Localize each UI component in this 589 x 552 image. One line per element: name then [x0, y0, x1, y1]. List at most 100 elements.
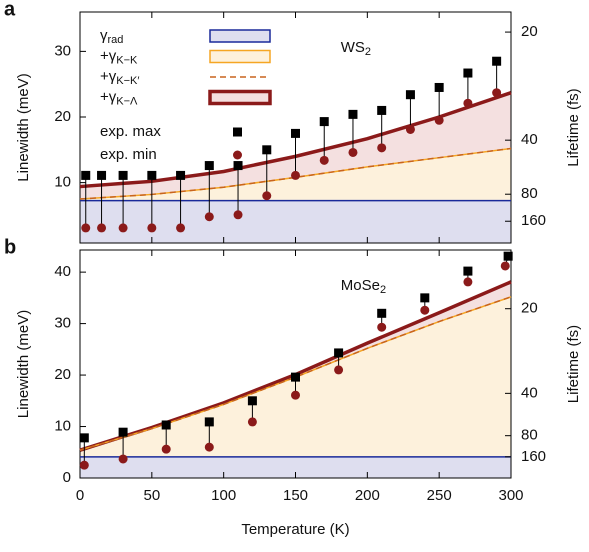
- panel-letter: b: [4, 236, 16, 258]
- marker-square: [118, 427, 128, 437]
- marker-circle: [81, 223, 91, 233]
- legend-swatch: [209, 29, 271, 43]
- marker-square: [79, 433, 89, 443]
- marker-square: [319, 117, 329, 127]
- y2-axis-label: Lifetime (fs): [565, 88, 582, 166]
- marker-circle: [147, 223, 157, 233]
- marker-circle: [204, 212, 214, 222]
- marker-circle: [377, 322, 387, 332]
- y2-tick-label: 160: [521, 448, 546, 465]
- marker-circle: [161, 444, 171, 454]
- marker-square: [463, 266, 473, 276]
- y-tick-label: 0: [63, 469, 71, 486]
- marker-circle: [377, 143, 387, 153]
- marker-square: [204, 417, 214, 427]
- marker-circle: [176, 223, 186, 233]
- x-tick-label: 300: [498, 487, 523, 504]
- x-tick-label: 250: [427, 487, 452, 504]
- x-tick-label: 150: [283, 487, 308, 504]
- marker-square: [147, 170, 157, 180]
- y-tick-label: 20: [54, 366, 71, 383]
- y2-axis-label: Lifetime (fs): [565, 325, 582, 403]
- marker-circle: [247, 417, 257, 427]
- line: [79, 296, 512, 451]
- legend-label: +γK−Λ: [100, 88, 138, 107]
- y-axis-label: Linewidth (meV): [15, 310, 32, 418]
- marker-square: [420, 293, 430, 303]
- marker-circle: [118, 454, 128, 464]
- y-tick-label: 10: [54, 174, 71, 191]
- marker-square: [492, 56, 502, 66]
- y2-tick-label: 80: [521, 427, 538, 444]
- area: [80, 456, 511, 478]
- legend-label: γrad: [100, 27, 123, 46]
- marker-square: [291, 128, 300, 138]
- marker-circle: [233, 210, 243, 220]
- y-tick-label: 10: [54, 418, 71, 435]
- marker-square: [434, 82, 444, 92]
- marker-square: [81, 170, 91, 180]
- y2-tick-label: 40: [521, 384, 538, 401]
- marker-square: [262, 145, 272, 155]
- legend-label: exp. min: [100, 146, 157, 163]
- marker-circle: [463, 98, 473, 108]
- marker-square: [161, 420, 171, 430]
- panel-letter: a: [4, 0, 16, 20]
- marker-square: [233, 161, 243, 171]
- legend-swatch: [233, 150, 242, 160]
- y-axis-label: Linewidth (meV): [15, 73, 32, 181]
- marker-circle: [291, 170, 300, 180]
- y-tick-label: 30: [54, 42, 71, 59]
- marker-circle: [291, 390, 300, 400]
- legend-label: exp. max: [100, 123, 161, 140]
- y2-tick-label: 20: [521, 300, 538, 317]
- y-tick-label: 40: [54, 263, 71, 280]
- marker-square: [463, 68, 473, 78]
- legend-swatch: [233, 127, 242, 137]
- area: [80, 200, 511, 243]
- marker-square: [377, 308, 387, 318]
- marker-circle: [348, 147, 358, 157]
- annotation: MoSe2: [341, 277, 386, 296]
- y2-tick-label: 20: [521, 23, 538, 40]
- legend-swatch: [209, 49, 271, 64]
- marker-square: [204, 161, 214, 171]
- marker-circle: [79, 460, 89, 470]
- y2-tick-label: 160: [521, 212, 546, 229]
- marker-circle: [434, 115, 444, 125]
- y2-tick-label: 40: [521, 131, 538, 148]
- x-tick-label: 50: [143, 487, 160, 504]
- marker-square: [247, 396, 257, 406]
- x-tick-label: 100: [211, 487, 236, 504]
- marker-square: [348, 109, 358, 119]
- marker-circle: [118, 223, 128, 233]
- y2-tick-label: 80: [521, 185, 538, 202]
- legend-label: +γK−K: [100, 47, 138, 66]
- marker-circle: [319, 155, 329, 165]
- marker-square: [377, 105, 387, 115]
- y-tick-label: 20: [54, 108, 71, 125]
- marker-circle: [463, 277, 473, 287]
- marker-circle: [405, 124, 415, 134]
- marker-circle: [500, 261, 510, 271]
- x-axis-label: Temperature (K): [241, 521, 349, 538]
- marker-square: [405, 90, 415, 100]
- y-tick-label: 30: [54, 315, 71, 332]
- marker-square: [503, 251, 513, 261]
- marker-circle: [420, 305, 430, 315]
- marker-square: [97, 170, 107, 180]
- annotation: WS2: [341, 39, 371, 58]
- legend-swatch: [208, 89, 272, 106]
- marker-circle: [334, 365, 344, 375]
- marker-square: [334, 348, 344, 358]
- marker-circle: [262, 191, 272, 201]
- marker-circle: [492, 88, 502, 98]
- marker-square: [176, 170, 186, 180]
- marker-circle: [204, 442, 214, 452]
- marker-square: [291, 372, 300, 382]
- x-tick-label: 200: [355, 487, 380, 504]
- legend-label: +γK−K′: [100, 68, 139, 87]
- x-tick-label: 0: [76, 487, 84, 504]
- marker-circle: [97, 223, 107, 233]
